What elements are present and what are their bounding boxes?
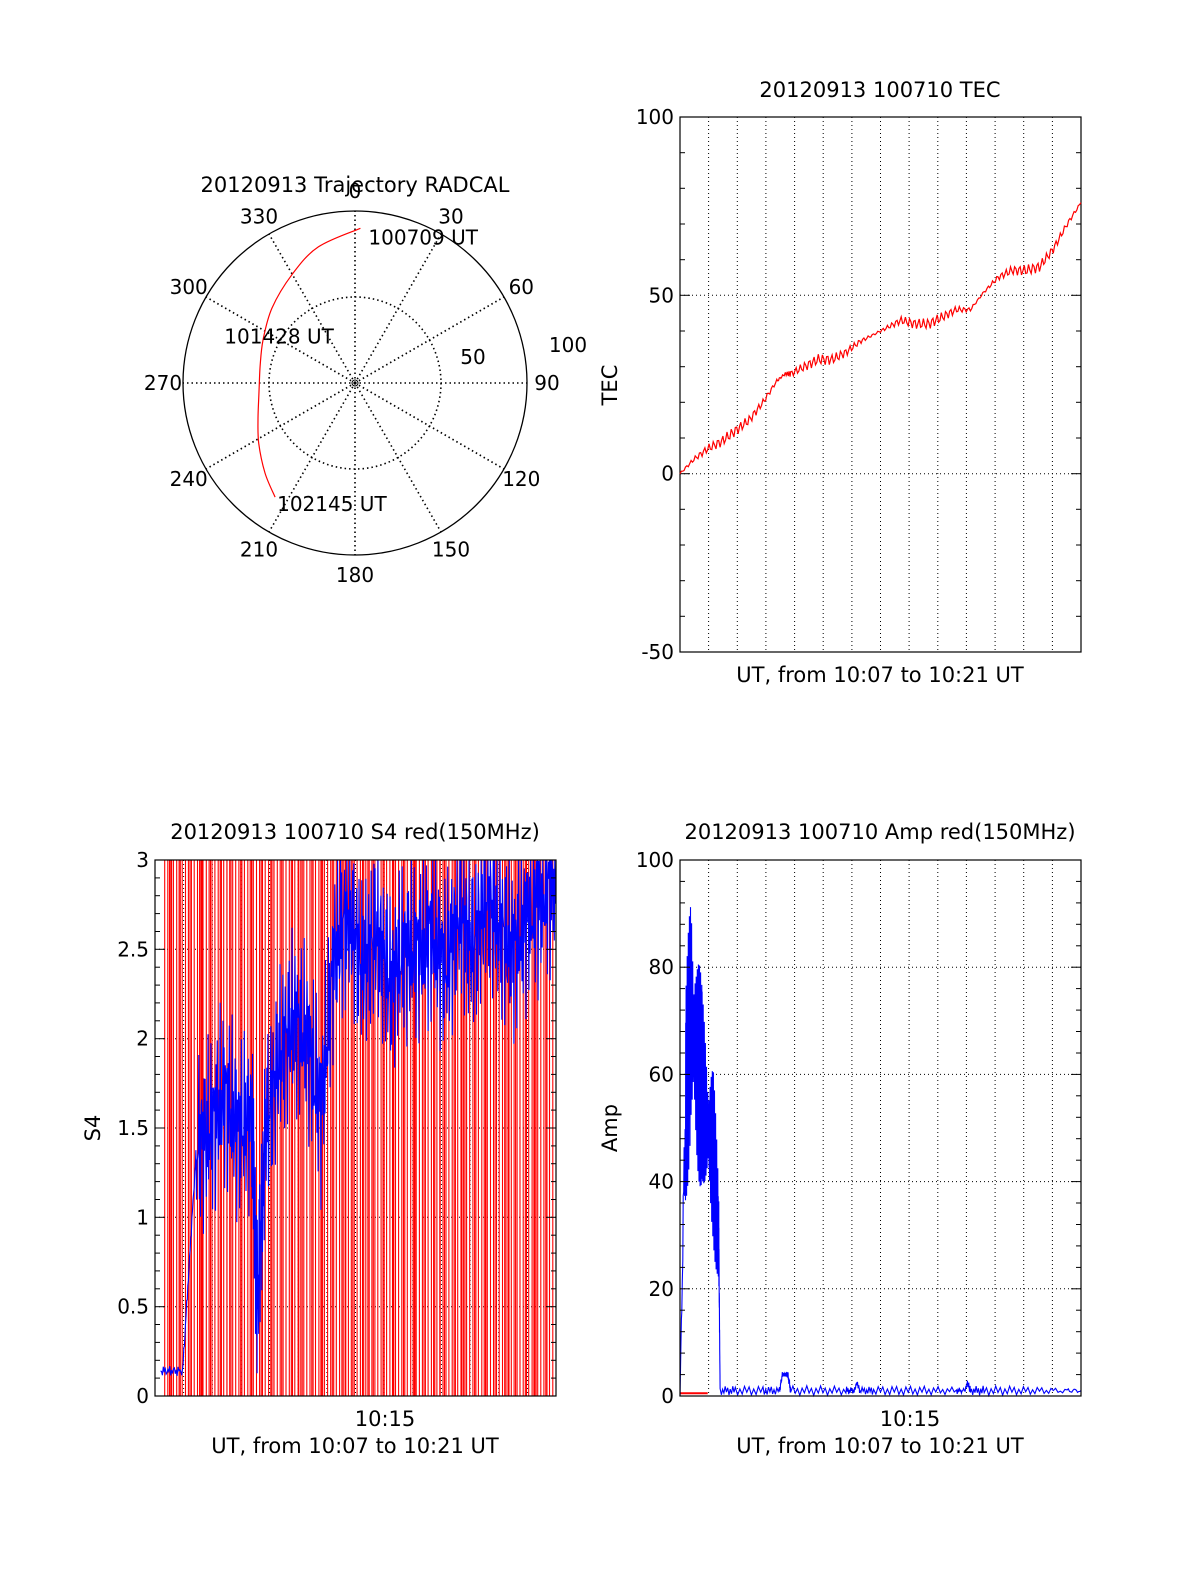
amp-y-tick-label: 100 [636, 848, 674, 872]
tec-grid [680, 117, 1081, 652]
tec-title: 20120913 100710 TEC [759, 78, 1000, 102]
polar-annotation: 101428 UT [224, 325, 334, 349]
tec-x-axis-label: UT, from 10:07 to 10:21 UT [736, 663, 1024, 687]
polar-grid-spoke [268, 382, 356, 533]
tec-y-tick-labels: -50 0 50 100 [636, 105, 674, 664]
tec-y-tick-label: 0 [661, 462, 674, 486]
polar-radial-label: 100 [549, 333, 587, 357]
s4-x-axis-label: UT, from 10:07 to 10:21 UT [211, 1434, 499, 1458]
s4-chart: 20120913 100710 S4 red(150MHz) 0 0.5 1 1.5 2… [81, 820, 557, 1458]
tec-y-tick-label: -50 [641, 640, 674, 664]
polar-angle-labels: 0 30 60 90 120 150 180 210 240 270 300 330 [144, 179, 560, 587]
tec-plot-frame [679, 116, 1082, 653]
amp-x-axis-label: UT, from 10:07 to 10:21 UT [736, 1434, 1024, 1458]
polar-angle-label: 270 [144, 371, 182, 395]
amp-y-tick-label: 20 [649, 1277, 674, 1301]
s4-title: 20120913 100710 S4 red(150MHz) [170, 820, 540, 844]
polar-angle-label: 90 [534, 371, 559, 395]
amp-y-tick-labels: 0 20 40 60 80 100 [636, 848, 674, 1408]
amp-y-tick-label: 60 [649, 1062, 674, 1086]
polar-annotation: 100709 UT [368, 225, 478, 249]
tec-ticks [680, 116, 1081, 653]
amp-chart: 20120913 100710 Amp red(150MHz) 0 20 40 60 8… [598, 820, 1082, 1458]
s4-x-tick-label: 10:15 [355, 1407, 416, 1431]
amp-series [679, 907, 1082, 1398]
amp-y-tick-label: 80 [649, 955, 674, 979]
polar-trajectory-chart: 20120913 Trajectory RADCAL 0 30 60 90 120 150… [144, 173, 587, 587]
s4-series [160, 859, 556, 1396]
polar-annotation: 102145 UT [277, 492, 387, 516]
polar-grid-spoke [205, 296, 356, 384]
amp-y-tick-label: 0 [661, 1384, 674, 1408]
polar-grid-spoke [354, 296, 505, 384]
polar-angle-label: 210 [240, 537, 278, 561]
polar-angle-label: 120 [502, 467, 540, 491]
amp-plot-frame [679, 859, 1082, 1397]
polar-angle-label: 60 [509, 275, 534, 299]
tec-y-axis-label: TEC [598, 365, 622, 407]
polar-angle-label: 330 [240, 205, 278, 229]
polar-title: 20120913 Trajectory RADCAL [201, 173, 510, 197]
amp-y-axis-label: Amp [598, 1104, 622, 1152]
s4-y-tick-labels: 0 0.5 1 1.5 2 2.5 3 [117, 848, 149, 1408]
polar-angle-label: 300 [170, 275, 208, 299]
polar-center [351, 379, 359, 387]
amp-title: 20120913 100710 Amp red(150MHz) [684, 820, 1075, 844]
tec-chart: 20120913 100710 TEC -50 0 50 100 UT, from 1… [598, 78, 1082, 687]
s4-y-tick-label: 0 [136, 1384, 149, 1408]
s4-y-tick-label: 1 [136, 1205, 149, 1229]
s4-y-tick-label: 2.5 [117, 937, 149, 961]
polar-angle-label: 30 [438, 205, 463, 229]
polar-grid-spoke [268, 233, 356, 384]
polar-grid-spoke [354, 382, 442, 533]
s4-y-tick-label: 3 [136, 848, 149, 872]
polar-radial-labels: 50 100 [460, 333, 587, 369]
amp-blue-series [679, 907, 1082, 1398]
polar-angle-label: 0 [349, 179, 362, 203]
tec-y-tick-label: 100 [636, 105, 674, 129]
s4-y-tick-label: 1.5 [117, 1116, 149, 1140]
polar-angle-label: 150 [432, 537, 470, 561]
polar-trajectory-line [257, 227, 361, 498]
s4-blue-series [160, 859, 556, 1376]
tec-series-line [679, 202, 1082, 474]
s4-y-axis-label: S4 [81, 1115, 105, 1142]
amp-ticks [680, 859, 1081, 1397]
polar-angle-label: 180 [336, 563, 374, 587]
s4-ticks [155, 859, 556, 1397]
polar-annotations: 100709 UT 101428 UT 102145 UT [224, 225, 478, 516]
polar-grid [182, 210, 528, 556]
amp-x-tick-label: 10:15 [880, 1407, 941, 1431]
polar-trajectory-trace [257, 227, 361, 498]
polar-grid-spoke [354, 233, 442, 384]
polar-radial-label: 50 [460, 345, 485, 369]
tec-series [679, 202, 1082, 474]
s4-y-tick-label: 2 [136, 1027, 149, 1051]
polar-grid-spoke [205, 382, 356, 470]
amp-y-tick-label: 40 [649, 1170, 674, 1194]
tec-y-tick-label: 50 [649, 283, 674, 307]
amp-grid [680, 860, 1081, 1396]
s4-y-tick-label: 0.5 [117, 1295, 149, 1319]
polar-angle-label: 240 [170, 467, 208, 491]
polar-grid-spoke [354, 382, 505, 470]
